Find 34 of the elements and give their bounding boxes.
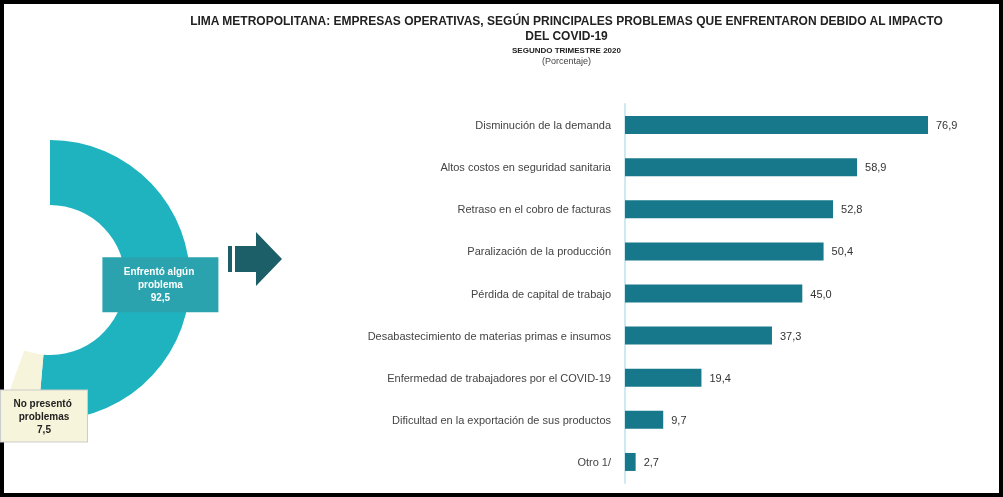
data-label: 58,9 [865, 161, 887, 174]
y-tick-label: Pérdida de capital de trabajo [470, 287, 611, 300]
data-label: 45,0 [810, 287, 832, 300]
y-tick-label: Desabastecimiento de materias primas e insumos [367, 329, 612, 342]
data-label: 9,7 [671, 413, 687, 426]
bar [625, 410, 664, 429]
bar [625, 116, 928, 135]
data-label: 52,8 [841, 203, 863, 216]
chart-subtitle: SEGUNDO TRIMESTRE 2020 [511, 46, 622, 55]
slice-label: No presentó problemas [13, 397, 75, 422]
y-tick-label: Enfermedad de trabajadores por el COVID-19 [387, 371, 611, 384]
bar [625, 200, 834, 219]
bar [625, 284, 803, 303]
y-tick-label: Otro 1/ [577, 455, 612, 468]
data-label: 50,4 [831, 245, 854, 258]
bar [625, 452, 636, 471]
y-tick-label: Paralización de la producción [467, 245, 611, 258]
data-label: 37,3 [779, 329, 802, 342]
bar [625, 242, 824, 261]
data-label: 7,5 [37, 423, 52, 435]
chart-title: LIMA METROPOLITANA: EMPRESAS OPERATIVAS, SEGÚN PRINCIPALES PROBLEMAS QUE ENFRENTARON DEBIDO AL IMPACTO DEL COVID-19 [189, 14, 944, 44]
y-tick-label: Disminución de la demanda [475, 119, 612, 132]
bar [625, 326, 772, 345]
y-tick-label: Retraso en el cobro de facturas [457, 203, 612, 216]
bar [625, 158, 858, 177]
y-tick-label: Dificultad en la exportación de sus productos [392, 413, 612, 426]
y-tick-label: Altos costos en seguridad sanitaria [440, 161, 612, 174]
slice-label: Enfrentó algún problema [123, 266, 198, 291]
data-label: 2,7 [643, 455, 659, 468]
data-label: 76,9 [936, 119, 958, 132]
text: (Porcentaje) [541, 56, 592, 66]
data-label: 19,4 [709, 371, 731, 384]
data-label: 92,5 [150, 292, 171, 304]
bar [625, 368, 702, 387]
